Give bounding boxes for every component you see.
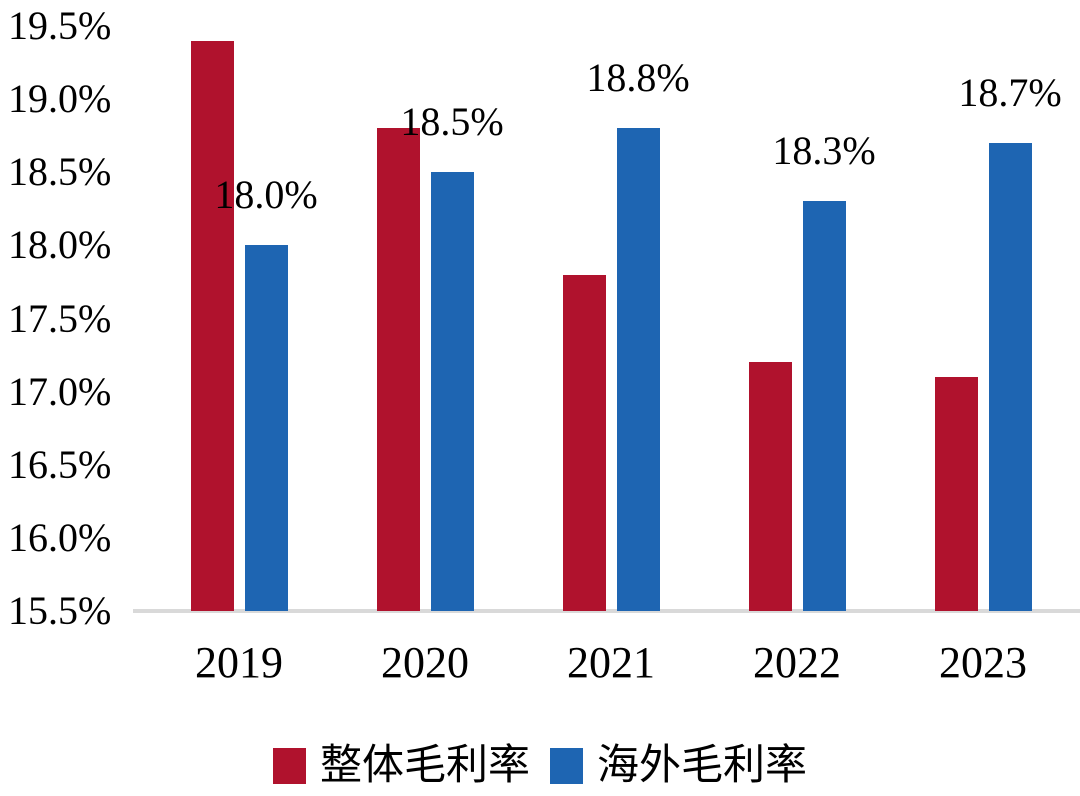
bar-overseas-margin-2021 [616, 128, 660, 611]
bar-overall-margin-2023 [934, 377, 978, 611]
bar-value-label: 18.7% [958, 70, 1062, 115]
bar-overall-margin-2020 [376, 128, 420, 611]
legend-item-overall-margin: 整体毛利率 [272, 742, 530, 790]
y-axis-tick-label: 19.0% [8, 76, 112, 122]
y-axis-tick-label: 18.0% [8, 222, 112, 268]
bar-overseas-margin-2022 [802, 201, 846, 611]
bar-group-2023: 18.7% [890, 0, 1076, 611]
bar-overseas-margin-2020 [430, 172, 474, 611]
bar-value-label: 18.5% [400, 99, 504, 144]
legend-label-overall-margin: 整体毛利率 [319, 743, 530, 789]
legend: 整体毛利率 海外毛利率 [0, 742, 1080, 790]
x-axis-label-2023: 2023 [939, 638, 1027, 687]
bar-value-label: 18.0% [214, 172, 318, 217]
y-axis-tick-label: 17.0% [8, 368, 112, 414]
bar-value-label: 18.3% [772, 128, 876, 173]
bar-overall-margin-2022 [748, 362, 792, 611]
y-axis-tick-label: 19.5% [8, 3, 112, 48]
x-axis-label-2021: 2021 [567, 638, 655, 687]
bar-overseas-margin-2023 [988, 143, 1032, 611]
y-axis-tick-label: 16.0% [8, 514, 112, 560]
bar-value-label: 18.8% [586, 55, 690, 100]
bar-overseas-margin-2019 [244, 245, 288, 611]
bar-overall-margin-2021 [562, 275, 606, 611]
plot-area: 18.0% 18.5% 18.8% 18.3% 18.7% [146, 0, 1076, 611]
y-axis-tick-label: 18.5% [8, 149, 112, 195]
legend-swatch-overall-margin [272, 748, 306, 784]
x-axis-label-2020: 2020 [381, 638, 469, 687]
y-axis-tick-label: 16.5% [8, 441, 112, 487]
legend-label-overseas-margin: 海外毛利率 [597, 743, 808, 789]
bar-overall-margin-2019 [190, 41, 234, 611]
bar-group-2021: 18.8% [518, 0, 704, 611]
y-axis-tick-label: 17.5% [8, 295, 112, 341]
x-axis-line [133, 609, 1080, 613]
legend-item-overseas-margin: 海外毛利率 [550, 742, 807, 790]
x-axis-label-2022: 2022 [753, 638, 841, 687]
legend-swatch-overseas-margin [550, 748, 583, 784]
x-axis-label-2019: 2019 [195, 638, 283, 687]
bar-group-2022: 18.3% [704, 0, 890, 611]
bar-group-2020: 18.5% [332, 0, 518, 611]
y-axis-tick-label: 15.5% [8, 588, 112, 633]
bar-group-2019: 18.0% [146, 0, 332, 611]
